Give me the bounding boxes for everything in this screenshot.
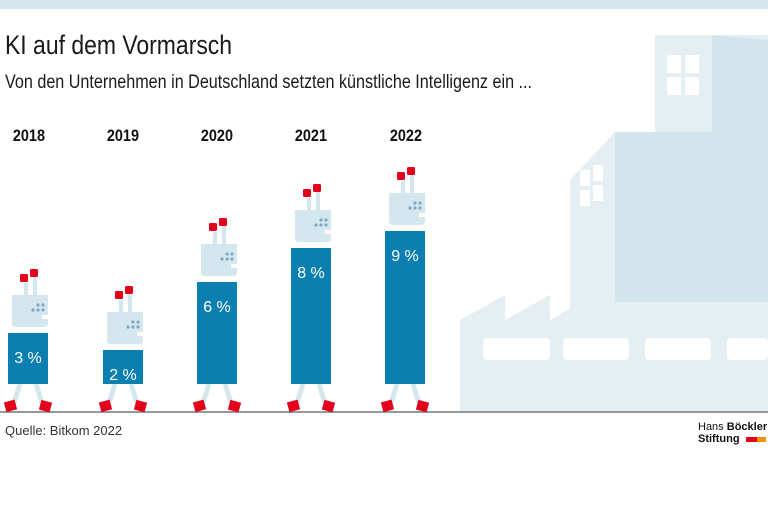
robot-leg (128, 383, 140, 404)
robot-eye-dot (36, 303, 40, 307)
robot-eye-dot (220, 257, 224, 261)
top-band (0, 0, 768, 9)
robot-antenna (213, 232, 217, 246)
bar (291, 248, 331, 384)
robot-eye-dot (131, 325, 135, 329)
robot-foot (133, 399, 148, 413)
robot-antenna (24, 283, 28, 297)
robot-antenna-tip (219, 218, 227, 226)
robot-foot (286, 399, 301, 413)
robot-leg (33, 383, 45, 404)
robot-foot (415, 399, 430, 413)
robot-eye-dot (41, 303, 45, 307)
bar-value-label: 8 % (297, 265, 325, 282)
robot-leg (316, 383, 328, 404)
robot-foot (321, 399, 336, 413)
robot-leg (388, 383, 400, 404)
robot-antenna-tip (407, 167, 415, 175)
robot-eye-dot (230, 252, 234, 256)
robot-head (201, 244, 237, 276)
robot-antenna-tip (303, 189, 311, 197)
robot-antenna-tip (397, 172, 405, 180)
robot-antenna-tip (209, 223, 217, 231)
chart-subtitle: Von den Unternehmen in Deutschland setzt… (5, 72, 532, 93)
robot-antenna (222, 226, 226, 246)
robot-eye-dot (136, 320, 140, 324)
robot-antenna (307, 198, 311, 212)
robot-foot (98, 399, 113, 413)
year-label: 2020 (200, 126, 233, 145)
robot-antenna (33, 277, 37, 297)
robot-antenna (401, 181, 405, 195)
robot-eye-dot (319, 223, 323, 227)
robot-leg (410, 383, 422, 404)
robot-head (12, 295, 48, 327)
robot-leg (294, 383, 306, 404)
robot-eye-dot (225, 257, 229, 261)
bar-value-label: 2 % (109, 367, 137, 384)
robot-eye-dot (136, 325, 140, 329)
robot-leg (11, 383, 23, 404)
robot-antenna-tip (30, 269, 38, 277)
robot-head (389, 193, 425, 225)
robot-foot (38, 399, 53, 413)
robot-antenna-tip (115, 291, 123, 299)
year-label: 2021 (294, 126, 327, 145)
robot-head (107, 312, 143, 344)
robot-antenna (128, 294, 132, 314)
robot-eye-dot (225, 252, 229, 256)
robot-eye-dot (41, 308, 45, 312)
source-note: Quelle: Bitkom 2022 (5, 423, 123, 438)
robot-eye-dot (413, 201, 417, 205)
robot-antenna (119, 300, 123, 314)
bar-value-label: 3 % (14, 350, 42, 367)
robot-foot (192, 399, 207, 413)
bar (385, 231, 425, 384)
bar (8, 333, 48, 384)
robot-antenna-tip (20, 274, 28, 282)
robot-eye-dot (314, 223, 318, 227)
robot-eye-dot (126, 325, 130, 329)
year-label: 2018 (12, 126, 45, 145)
bar-value-label: 9 % (391, 248, 419, 265)
robot-eye-dot (408, 206, 412, 210)
robot-eye-dot (324, 223, 328, 227)
year-label: 2022 (389, 126, 422, 145)
bar-value-label: 6 % (203, 299, 231, 316)
robot-eye-dot (319, 218, 323, 222)
robot-eye-dot (230, 257, 234, 261)
robot-antenna-tip (313, 184, 321, 192)
robot-eye-dot (31, 308, 35, 312)
robot-antenna (316, 192, 320, 212)
bar (103, 350, 143, 384)
robot-eye-dot (36, 308, 40, 312)
year-label: 2019 (106, 126, 139, 145)
robot-eye-dot (418, 201, 422, 205)
chart-title: KI auf dem Vormarsch (5, 30, 233, 60)
robot-eye-dot (418, 206, 422, 210)
robot-foot (3, 399, 18, 413)
robot-foot (380, 399, 395, 413)
bar (197, 282, 237, 384)
robot-antenna (410, 175, 414, 195)
robot-eye-dot (131, 320, 135, 324)
robot-leg (200, 383, 212, 404)
robot-leg (106, 383, 118, 404)
robot-head (295, 210, 331, 242)
logo: Hans Böckler Stiftung (698, 421, 768, 445)
robot-eye-dot (324, 218, 328, 222)
robot-eye-dot (413, 206, 417, 210)
robot-foot (227, 399, 242, 413)
robot-antenna-tip (125, 286, 133, 294)
robot-leg (222, 383, 234, 404)
